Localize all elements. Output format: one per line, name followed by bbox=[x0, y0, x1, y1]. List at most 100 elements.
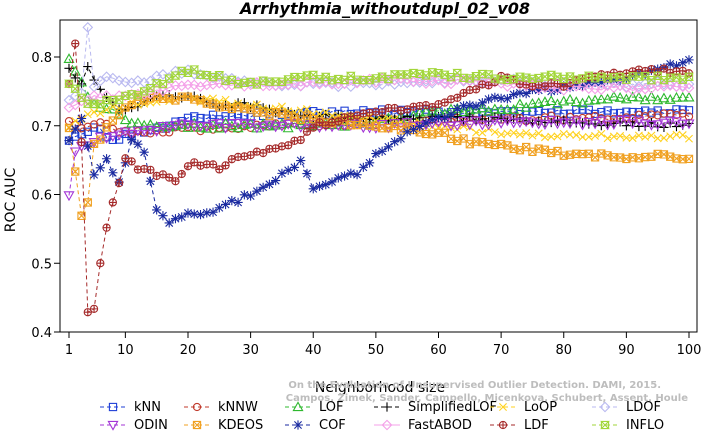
data-point-cof bbox=[415, 121, 425, 132]
data-point-loop bbox=[572, 131, 581, 140]
data-point-cof bbox=[89, 170, 99, 180]
data-point-loop bbox=[634, 131, 643, 140]
data-point-lof bbox=[282, 122, 294, 133]
data-point-simplifiedlof bbox=[590, 119, 600, 129]
data-point-loop bbox=[678, 131, 687, 140]
data-point-odin bbox=[495, 118, 507, 129]
data-point-odin bbox=[508, 118, 520, 129]
series-inflo bbox=[64, 65, 694, 109]
data-point-fastabod bbox=[176, 80, 188, 92]
data-point-loop bbox=[90, 108, 99, 117]
data-point-cof bbox=[139, 147, 149, 157]
data-point-knn bbox=[590, 109, 600, 119]
data-point-ldf bbox=[177, 169, 186, 179]
data-point-odin bbox=[639, 119, 651, 130]
legend-item-inflo: INFLO bbox=[592, 418, 664, 433]
data-point-lof bbox=[658, 92, 670, 103]
data-point-cof bbox=[671, 61, 682, 71]
data-point-cof bbox=[402, 127, 412, 137]
data-point-cof bbox=[377, 146, 387, 156]
data-point-cof bbox=[152, 205, 162, 215]
data-point-knnw bbox=[165, 128, 174, 137]
axes: 1 10 20 30 40 50 60 70 80 90 100 0.4 0.5 0.6 0.7 0.8 bbox=[31, 19, 701, 358]
data-point-odin bbox=[151, 126, 163, 137]
data-point-ldf bbox=[89, 304, 99, 314]
legend-marker-knn bbox=[108, 402, 118, 412]
data-point-knnw bbox=[96, 118, 105, 127]
data-point-odin bbox=[270, 122, 282, 133]
legend-item-fastabod: FastABOD bbox=[374, 418, 472, 433]
data-point-loop bbox=[584, 132, 593, 141]
data-point-knn bbox=[634, 108, 644, 117]
data-point-ldf bbox=[453, 93, 462, 102]
legend-item-knnw: kNNW bbox=[184, 400, 258, 415]
data-point-cof bbox=[101, 154, 112, 164]
data-point-loop bbox=[378, 115, 387, 124]
x-tick-label: 90 bbox=[618, 343, 635, 358]
data-point-ldof bbox=[107, 72, 119, 84]
data-point-loop bbox=[528, 131, 537, 140]
legend-label-fastabod: FastABOD bbox=[408, 418, 472, 433]
data-point-lof bbox=[564, 93, 576, 104]
chart-title: Arrhythmia_withoutdupl_02_v08 bbox=[238, 0, 530, 18]
watermark-citation: On the Evaluation of Unsupervised Outlie… bbox=[288, 380, 661, 391]
data-point-cof bbox=[108, 168, 118, 178]
data-point-cof bbox=[183, 208, 193, 218]
data-point-cof bbox=[465, 100, 475, 110]
data-point-lof bbox=[627, 91, 639, 102]
data-point-cof bbox=[609, 75, 619, 85]
data-point-cof bbox=[446, 109, 456, 119]
data-point-odin bbox=[645, 120, 657, 131]
legend-item-odin: ODIN bbox=[100, 418, 168, 433]
data-point-odin bbox=[220, 123, 232, 134]
data-point-loop bbox=[653, 134, 662, 143]
data-point-lof bbox=[633, 91, 645, 102]
data-point-fastabod bbox=[69, 99, 81, 111]
data-point-cof bbox=[252, 186, 262, 196]
data-point-lof bbox=[683, 91, 695, 102]
data-point-loop bbox=[597, 129, 606, 138]
data-point-odin bbox=[526, 118, 538, 129]
data-point-cof bbox=[577, 81, 588, 91]
data-point-inflo bbox=[70, 84, 81, 93]
data-point-simplifiedlof bbox=[321, 109, 331, 120]
data-point-odin bbox=[445, 121, 457, 132]
data-point-inflo bbox=[546, 70, 557, 80]
data-point-odin bbox=[232, 118, 244, 129]
data-point-odin bbox=[163, 123, 175, 134]
data-point-cof bbox=[471, 101, 481, 111]
data-point-lof bbox=[526, 98, 538, 108]
data-point-loop bbox=[302, 105, 311, 114]
data-point-cof bbox=[214, 203, 224, 213]
data-point-inflo bbox=[483, 70, 494, 79]
data-point-odin bbox=[451, 121, 463, 132]
data-point-ldof bbox=[101, 71, 112, 83]
data-point-ldf bbox=[559, 82, 568, 91]
data-point-cof bbox=[371, 148, 381, 159]
data-point-cof bbox=[76, 113, 87, 124]
data-point-cof bbox=[177, 212, 187, 222]
data-point-simplifiedlof bbox=[621, 121, 631, 131]
data-point-lof bbox=[420, 105, 432, 116]
data-point-knn bbox=[603, 106, 612, 115]
data-point-ldf bbox=[377, 107, 387, 117]
data-point-ldf bbox=[284, 141, 293, 150]
x-tick-label: 30 bbox=[242, 343, 259, 358]
data-point-knn bbox=[208, 110, 218, 119]
data-point-cof bbox=[327, 177, 337, 187]
data-point-cof bbox=[383, 142, 393, 152]
data-point-cof bbox=[158, 211, 168, 221]
x-tick-label: 10 bbox=[117, 343, 134, 358]
data-point-ldof bbox=[138, 77, 150, 88]
data-point-cof bbox=[565, 82, 575, 93]
data-point-ldof bbox=[119, 76, 131, 88]
data-point-cof bbox=[396, 134, 406, 144]
data-point-odin bbox=[608, 120, 620, 130]
data-point-odin bbox=[677, 119, 689, 130]
legend-label-cof: COF bbox=[319, 418, 346, 433]
data-point-cof bbox=[452, 103, 462, 114]
data-point-odin bbox=[589, 119, 601, 130]
data-point-lof bbox=[508, 104, 520, 114]
data-point-cof bbox=[684, 55, 694, 65]
